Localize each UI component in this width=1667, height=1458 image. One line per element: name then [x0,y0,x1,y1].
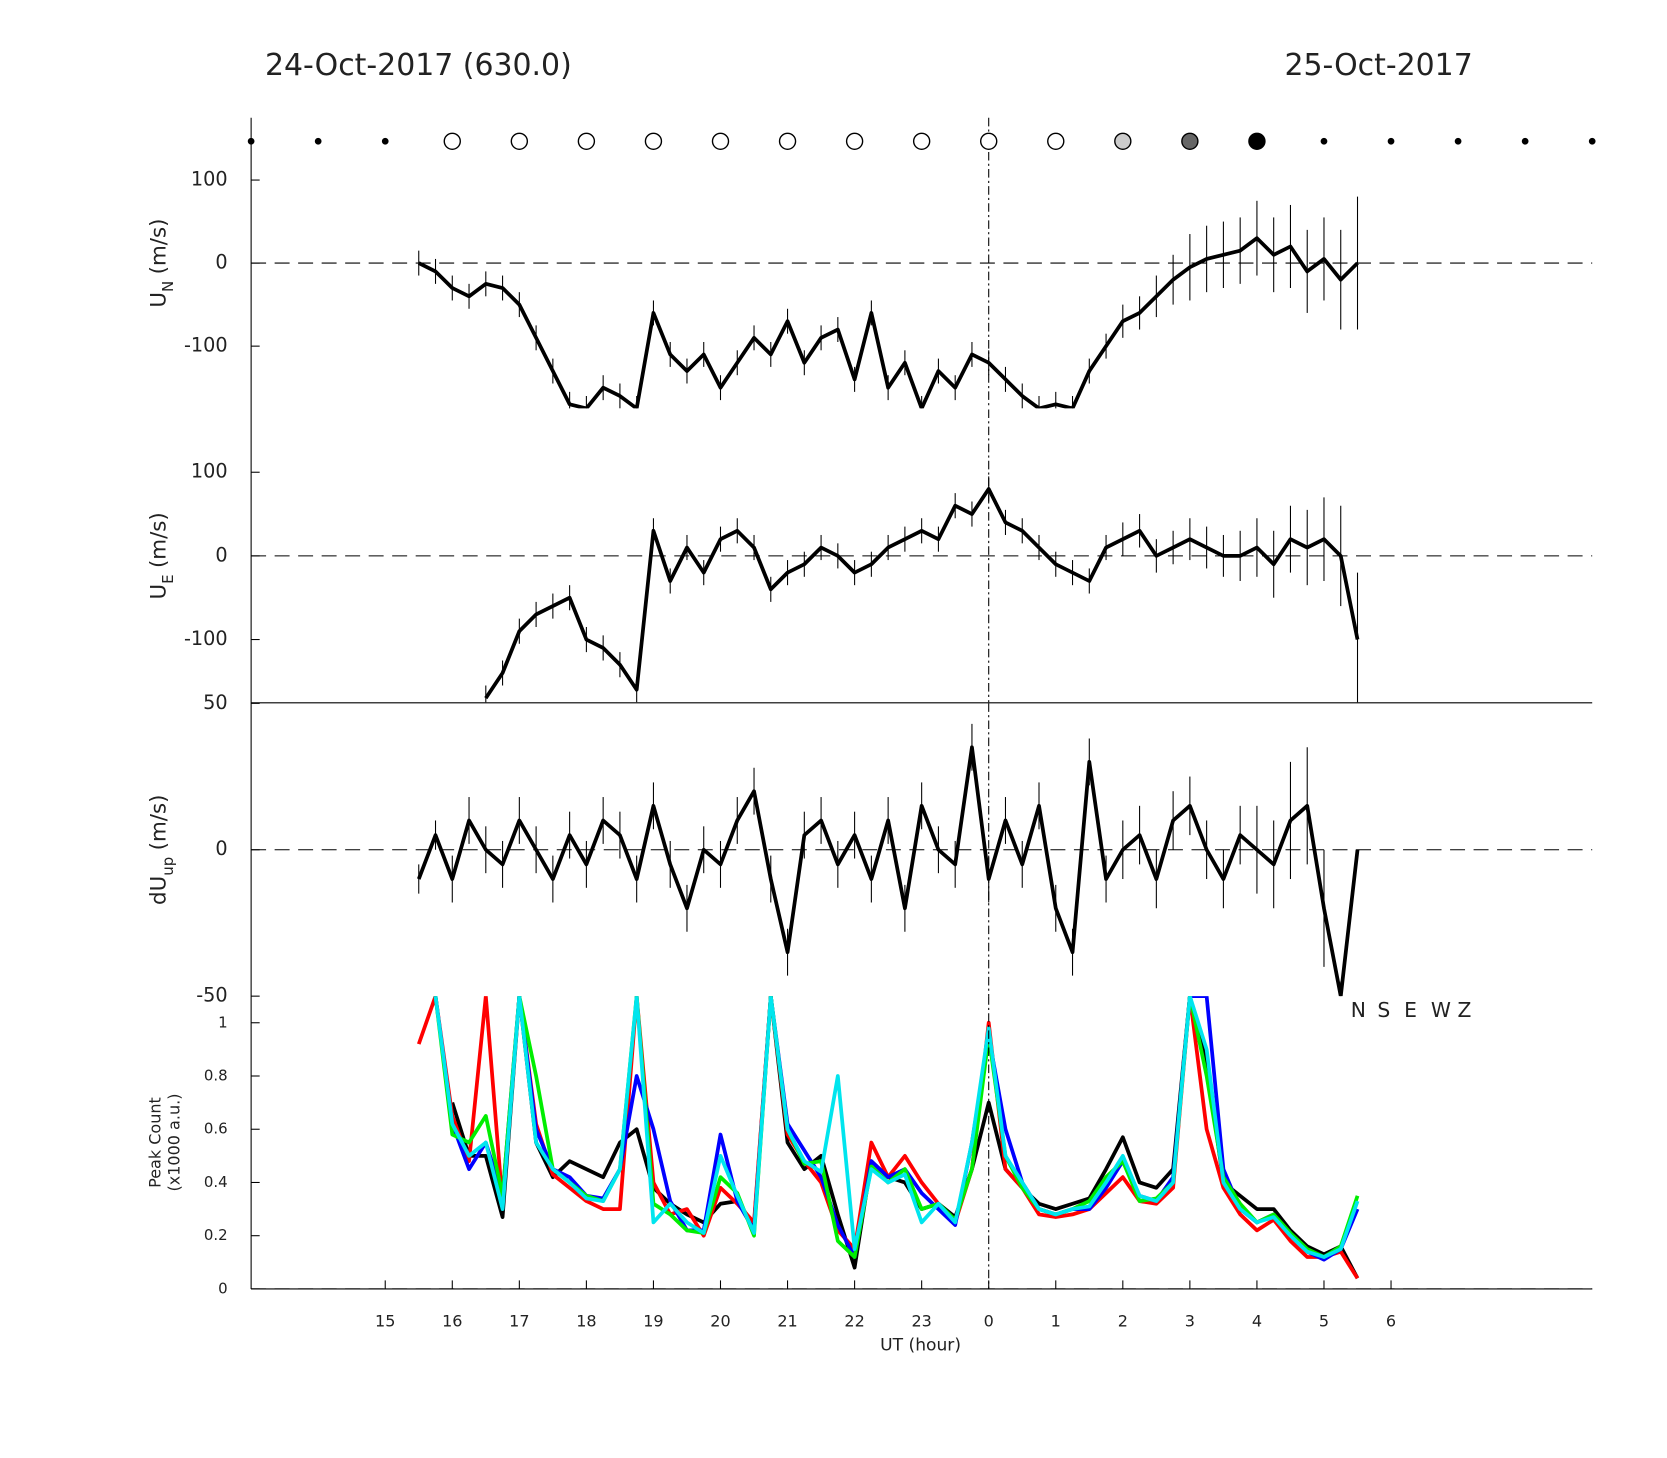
legend-entry: S [1377,998,1390,1022]
y-label-sub: N [159,281,177,292]
x-tick-label: 5 [1319,1312,1329,1331]
y-label-unit: (m/s) [147,795,172,851]
x-tick-label: 6 [1386,1312,1396,1331]
sky-marker [1248,132,1266,150]
y-axis-label: (x1000 a.u.) [165,1094,184,1192]
y-axis-label: dUup (m/s) [147,795,177,905]
x-tick-label: 16 [442,1312,462,1331]
sky-marker [1454,137,1462,145]
data-line [484,487,1360,700]
legend-entry: N [1351,998,1366,1022]
data-line [417,236,1359,409]
y-tick-label: 0 [218,1279,228,1297]
sky-marker [711,132,730,150]
y-tick-label: 0.8 [204,1067,228,1085]
x-tick-label: 20 [710,1312,730,1331]
x-tick-label: 21 [777,1312,797,1331]
y-tick-label: -100 [184,627,228,650]
y-tick-label: 0 [215,543,227,566]
sky-marker [778,132,797,150]
y-tick-label: 0.6 [204,1120,228,1138]
sky-marker [443,132,461,150]
panel [484,476,1360,703]
sky-marker [381,137,389,145]
x-tick-label: 15 [375,1312,395,1331]
data-line [417,745,1360,997]
y-label-main: U [147,292,172,308]
sky-marker [1588,137,1596,145]
chart-title-right: 25-Oct-2017 [1284,48,1472,83]
y-tick-label: 0.2 [204,1226,228,1244]
y-tick-label: 0 [215,251,227,274]
panel [417,196,1359,409]
y-tick-label: 0 [215,837,227,860]
sky-marker [314,137,322,145]
sky-marker [1521,137,1529,145]
y-tick-label: 100 [191,168,228,191]
y-label-main: dU [147,876,172,905]
x-tick-label: 2 [1118,1312,1128,1331]
sky-marker [1047,132,1065,150]
y-axis-label: UE (m/s) [147,512,177,599]
y-axis-label: Peak Count [145,1097,164,1188]
sky-marker [1320,137,1328,145]
legend-entry: W [1431,998,1451,1022]
chart-title: 24-Oct-2017 (630.0) [265,48,572,83]
x-tick-label: 4 [1252,1312,1262,1331]
sky-marker [644,132,663,150]
y-tick-label: -100 [184,334,228,357]
x-tick-label: 18 [576,1312,596,1331]
legend-entry: Z [1458,998,1472,1022]
legend-entry: E [1404,998,1417,1022]
sky-marker [845,132,864,150]
y-tick-label: 100 [191,460,228,483]
y-tick-label: -50 [196,984,227,1007]
panel [417,723,1360,997]
sky-marker [1181,132,1199,150]
y-label-main: U [147,584,172,600]
sky-marker [912,132,931,150]
x-tick-label: 22 [844,1312,864,1331]
y-label-sub: E [159,574,177,583]
y-tick-label: 1 [218,1013,228,1031]
x-tick-label: 23 [911,1312,931,1331]
y-label-sub: up [159,857,177,876]
sky-marker [247,137,255,145]
x-tick-label: 17 [509,1312,529,1331]
y-tick-label: 0.4 [204,1173,228,1191]
x-tick-label: 0 [984,1312,994,1331]
sky-marker [1114,132,1132,150]
sky-marker [577,132,596,150]
data-line [433,996,1360,1259]
y-tick-label: 50 [203,691,227,714]
y-label-unit: (m/s) [147,219,172,275]
data-line [433,996,1360,1259]
x-axis-label: UT (hour) [880,1336,961,1356]
x-tick-label: 19 [643,1312,663,1331]
y-label-unit: (m/s) [147,512,172,568]
x-tick-label: 3 [1185,1312,1195,1331]
y-axis-label: UN (m/s) [147,219,177,308]
panel [416,996,1360,1280]
sky-marker [980,132,998,150]
sky-marker [1387,137,1395,145]
sky-marker [510,132,529,150]
x-tick-label: 1 [1051,1312,1061,1331]
